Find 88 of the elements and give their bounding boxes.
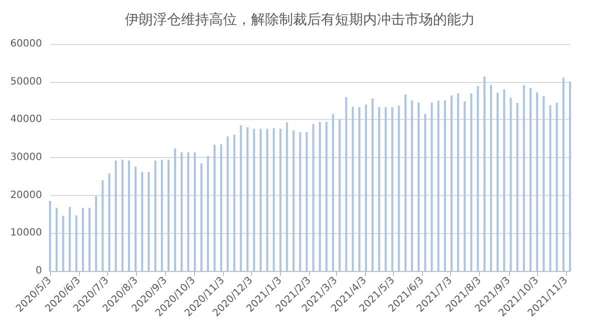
- y-tick-label: 40000: [10, 114, 42, 126]
- bar: [108, 173, 110, 271]
- bar: [542, 96, 545, 271]
- bar: [253, 128, 256, 271]
- y-tick-label: 30000: [10, 152, 42, 163]
- bar: [530, 88, 532, 271]
- bar: [430, 102, 433, 271]
- bar: [496, 92, 499, 271]
- bar: [418, 102, 420, 271]
- bar: [398, 106, 400, 271]
- bar: [206, 156, 209, 271]
- y-tick-label: 20000: [10, 190, 42, 201]
- bar: [200, 164, 202, 271]
- bar: [121, 160, 124, 271]
- bar: [338, 119, 341, 271]
- bar: [272, 128, 275, 271]
- bar: [286, 122, 288, 271]
- bar: [483, 76, 486, 271]
- bar: [325, 122, 328, 271]
- bar: [516, 103, 518, 271]
- bar: [167, 160, 170, 271]
- bar: [128, 160, 130, 271]
- bar: [318, 122, 321, 271]
- bar: [391, 107, 394, 271]
- bar: [68, 207, 71, 271]
- bar: [536, 92, 538, 271]
- bar: [148, 172, 150, 271]
- bar: [490, 84, 492, 271]
- bar: [154, 160, 156, 271]
- bar: [174, 148, 176, 271]
- y-tick-label: 50000: [10, 76, 42, 88]
- bar: [450, 95, 453, 271]
- bar: [233, 134, 236, 271]
- bar: [444, 100, 446, 271]
- bar: [95, 196, 98, 271]
- bar: [134, 166, 137, 271]
- bar: [306, 132, 308, 271]
- bar: [75, 215, 78, 271]
- bar: [246, 127, 248, 271]
- bar: [292, 130, 295, 271]
- bar: [384, 107, 387, 271]
- bar: [457, 94, 460, 271]
- bar: [569, 81, 571, 271]
- bar: [160, 160, 163, 271]
- chart-title: 伊朗浮仓维持高位，解除制裁后有短期内冲击市场的能力: [125, 12, 475, 28]
- bar: [345, 96, 348, 271]
- bar: [470, 94, 472, 271]
- bar: [180, 152, 183, 271]
- bar: [62, 216, 64, 271]
- bar: [364, 104, 367, 271]
- bar: [279, 128, 282, 271]
- bar: [49, 201, 51, 271]
- bar: [260, 128, 262, 271]
- bar: [378, 107, 380, 271]
- bar: [352, 106, 354, 271]
- bar: [562, 78, 564, 271]
- bar: [114, 160, 117, 271]
- bar: [266, 128, 268, 271]
- bar: [556, 102, 558, 271]
- bar: [332, 114, 334, 271]
- bar: [503, 89, 506, 271]
- y-tick-label: 60000: [10, 38, 42, 50]
- bar: [214, 144, 216, 271]
- bar: [549, 105, 552, 271]
- bar: [510, 98, 512, 271]
- bar: [464, 102, 466, 271]
- bar: [358, 107, 360, 271]
- bar: [141, 172, 144, 271]
- bar: [56, 208, 58, 271]
- bar: [424, 114, 426, 271]
- bar: [187, 152, 190, 271]
- bar: [240, 125, 242, 271]
- bar: [372, 98, 374, 271]
- bar: [226, 136, 229, 271]
- bar: [102, 180, 104, 271]
- bar: [437, 100, 440, 271]
- y-tick-label: 10000: [10, 228, 42, 239]
- bar: [82, 208, 84, 271]
- y-tick-label: 0: [36, 266, 42, 276]
- bar: [476, 86, 479, 271]
- bar: [312, 124, 314, 271]
- bar: [411, 100, 414, 271]
- bar: [220, 144, 222, 271]
- bar: [404, 94, 406, 271]
- bar: [522, 85, 525, 271]
- bar: [88, 208, 90, 271]
- bar: [299, 132, 302, 271]
- bar: [194, 152, 196, 271]
